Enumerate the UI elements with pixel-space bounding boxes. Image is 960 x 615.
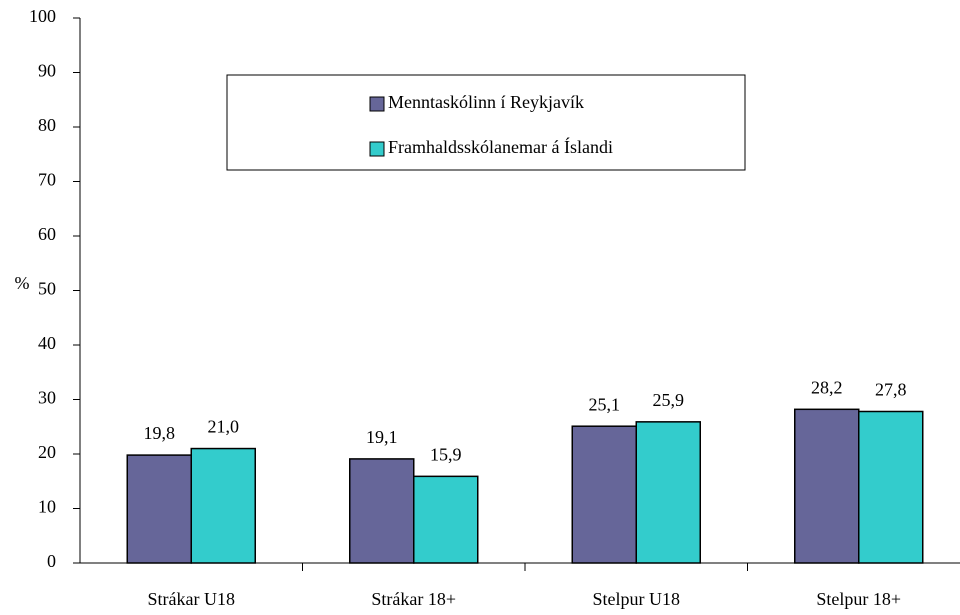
legend-box <box>226 74 746 171</box>
legend-swatch <box>369 96 385 112</box>
x-tick-label: Strákar U18 <box>148 589 235 609</box>
bar <box>190 447 256 564</box>
bar <box>635 421 701 564</box>
bar <box>571 425 637 564</box>
value-label: 27,8 <box>875 380 907 400</box>
bar <box>126 454 192 564</box>
y-tick-label: 30 <box>38 388 56 408</box>
value-label: 15,9 <box>430 444 462 464</box>
y-tick-label: 0 <box>47 551 56 571</box>
value-label: 25,9 <box>653 390 685 410</box>
value-label: 19,8 <box>144 423 176 443</box>
y-axis-label: % <box>15 273 30 293</box>
legend-label: Framhaldsskólanemar á Íslandi <box>388 136 613 157</box>
y-tick-label: 20 <box>38 442 56 462</box>
bar <box>794 408 860 564</box>
x-tick-label: Stelpur U18 <box>593 589 681 609</box>
value-label: 19,1 <box>366 427 398 447</box>
value-label: 28,2 <box>811 377 843 397</box>
y-tick-label: 60 <box>38 224 56 244</box>
value-label: 25,1 <box>589 394 621 414</box>
x-tick-label: Stelpur 18+ <box>816 589 901 609</box>
x-tick-label: Strákar 18+ <box>371 589 456 609</box>
y-tick-label: 80 <box>38 115 56 135</box>
y-tick-label: 70 <box>38 170 56 190</box>
bar <box>349 458 415 564</box>
y-tick-label: 40 <box>38 333 56 353</box>
y-tick-label: 100 <box>29 6 56 26</box>
bar <box>413 475 479 564</box>
y-tick-label: 90 <box>38 61 56 81</box>
bar <box>858 410 924 564</box>
y-tick-label: 50 <box>38 279 56 299</box>
y-tick-label: 10 <box>38 497 56 517</box>
legend-swatch <box>369 141 385 157</box>
legend-label: Menntaskólinn í Reykjavík <box>388 92 584 112</box>
value-label: 21,0 <box>208 417 240 437</box>
